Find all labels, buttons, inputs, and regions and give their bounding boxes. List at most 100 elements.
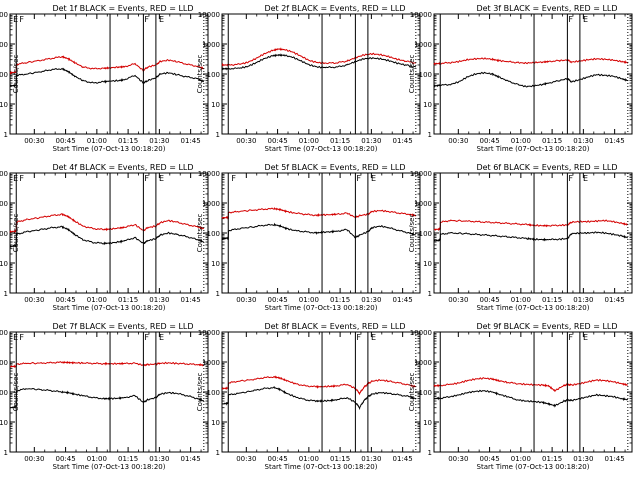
x-tick-label: 01:15 — [118, 455, 138, 463]
y-tick-label: 1000 — [414, 359, 432, 367]
x-tick-label: 01:30 — [573, 455, 593, 463]
x-tick-label: 01:00 — [87, 137, 107, 145]
y-tick-label: 100 — [207, 230, 220, 238]
x-tick-label: 01:30 — [361, 296, 381, 304]
segment-marker-label: E — [371, 174, 376, 183]
segment-marker-label: E — [371, 333, 376, 342]
y-tick-label: 10 — [423, 101, 432, 109]
x-tick-label: 00:30 — [236, 296, 256, 304]
x-tick-label: 01:45 — [605, 296, 625, 304]
chart-panel-6: Det 6f BLACK = Events, RED = LLD 1 10 100 10… — [408, 163, 633, 312]
chart-title: Det 4f BLACK = Events, RED = LLD — [52, 163, 193, 172]
x-tick-label: 00:30 — [24, 296, 44, 304]
segment-marker-label: F — [144, 15, 149, 24]
y-tick-label: 10000 — [0, 329, 8, 337]
x-tick-label: 01:15 — [330, 455, 350, 463]
x-tick-label: 01:15 — [542, 296, 562, 304]
y-tick-label: 1000 — [414, 200, 432, 208]
x-tick-label: 00:30 — [24, 455, 44, 463]
segment-marker-label: F — [568, 15, 573, 24]
x-tick-label: 01:00 — [87, 455, 107, 463]
y-tick-label: 100 — [0, 389, 8, 397]
series-line-lld — [221, 47, 416, 67]
y-axis-label: Counts/sec — [408, 373, 416, 412]
x-axis-label: Start Time (07-Oct-13 00:18:20) — [265, 145, 378, 153]
y-tick-label: 10 — [423, 419, 432, 427]
y-tick-label: 100 — [207, 389, 220, 397]
x-tick-label: 01:00 — [87, 296, 107, 304]
chart-panel-1: Det 1f BLACK = Events, RED = LLD 1 10 100 10… — [0, 4, 209, 153]
y-tick-label: 100 — [207, 71, 220, 79]
x-tick-label: 01:45 — [181, 455, 201, 463]
y-tick-label: 10000 — [198, 11, 220, 19]
segment-marker-label: E — [13, 333, 18, 342]
y-tick-label: 100 — [0, 230, 8, 238]
chart-title: Det 8f BLACK = Events, RED = LLD — [264, 322, 405, 331]
x-tick-label: 01:15 — [330, 137, 350, 145]
segment-marker-label: F — [144, 174, 149, 183]
y-tick-label: 1 — [4, 290, 8, 298]
x-tick-label: 00:45 — [267, 137, 287, 145]
y-tick-label: 10 — [211, 260, 220, 268]
x-tick-label: 00:30 — [448, 455, 468, 463]
x-tick-label: 01:30 — [149, 455, 169, 463]
x-tick-label: 00:30 — [24, 137, 44, 145]
chart-title: Det 5f BLACK = Events, RED = LLD — [264, 163, 405, 172]
x-axis-label: Start Time (07-Oct-13 00:18:20) — [265, 463, 378, 471]
x-tick-label: 01:00 — [511, 455, 531, 463]
segment-marker-label: E — [13, 15, 18, 24]
series-line-lld — [433, 377, 628, 392]
series-line-events — [221, 386, 416, 411]
x-tick-label: 01:45 — [393, 296, 413, 304]
segment-marker-label: F — [568, 333, 573, 342]
segment-marker-label: F — [231, 174, 236, 183]
segment-marker-label: E — [159, 174, 164, 183]
segment-marker-label: E — [583, 15, 588, 24]
x-tick-label: 01:30 — [149, 296, 169, 304]
y-tick-label: 1 — [216, 131, 220, 139]
y-tick-label: 1 — [216, 449, 220, 457]
y-tick-label: 10 — [211, 419, 220, 427]
y-tick-label: 10000 — [198, 170, 220, 178]
y-tick-label: 10000 — [0, 11, 8, 19]
y-tick-label: 100 — [419, 389, 432, 397]
y-tick-label: 100 — [0, 71, 8, 79]
y-tick-label: 1000 — [0, 359, 8, 367]
x-tick-label: 00:30 — [236, 455, 256, 463]
x-tick-label: 01:30 — [573, 137, 593, 145]
x-tick-label: 00:45 — [267, 296, 287, 304]
series-line-lld — [433, 219, 629, 232]
chart-title: Det 9f BLACK = Events, RED = LLD — [476, 322, 617, 331]
x-axis-label: Start Time (07-Oct-13 00:18:20) — [477, 304, 590, 312]
x-tick-label: 00:30 — [448, 137, 468, 145]
y-tick-label: 100 — [419, 71, 432, 79]
y-tick-label: 10 — [0, 260, 8, 268]
y-tick-label: 100 — [419, 230, 432, 238]
x-tick-label: 01:30 — [149, 137, 169, 145]
segment-marker-label: E — [583, 333, 588, 342]
x-tick-label: 01:30 — [361, 455, 381, 463]
x-axis-label: Start Time (07-Oct-13 00:18:20) — [53, 463, 166, 471]
y-tick-label: 1 — [428, 290, 432, 298]
x-tick-label: 01:45 — [393, 137, 413, 145]
x-tick-label: 00:30 — [236, 137, 256, 145]
chart-title: Det 1f BLACK = Events, RED = LLD — [52, 4, 193, 13]
series-line-events — [434, 389, 629, 408]
series-line-events — [221, 53, 417, 71]
y-tick-label: 1 — [428, 131, 432, 139]
x-axis-label: Start Time (07-Oct-13 00:18:20) — [265, 304, 378, 312]
y-tick-label: 10 — [0, 419, 8, 427]
x-tick-label: 00:45 — [479, 455, 499, 463]
y-tick-label: 1000 — [0, 200, 8, 208]
x-axis-label: Start Time (07-Oct-13 00:18:20) — [477, 463, 590, 471]
y-tick-label: 1 — [4, 449, 8, 457]
x-tick-label: 01:30 — [361, 137, 381, 145]
y-tick-label: 1000 — [414, 41, 432, 49]
chart-panel-2: Det 2f BLACK = Events, RED = LLD 1 10 100 10… — [196, 4, 421, 153]
y-axis-label: Counts/sec — [196, 55, 204, 94]
chart-title: Det 6f BLACK = Events, RED = LLD — [476, 163, 617, 172]
chart-panel-4: Det 4f BLACK = Events, RED = LLD 1 10 100 10… — [0, 163, 209, 312]
segment-marker-label: F — [144, 333, 149, 342]
x-tick-label: 01:45 — [181, 296, 201, 304]
